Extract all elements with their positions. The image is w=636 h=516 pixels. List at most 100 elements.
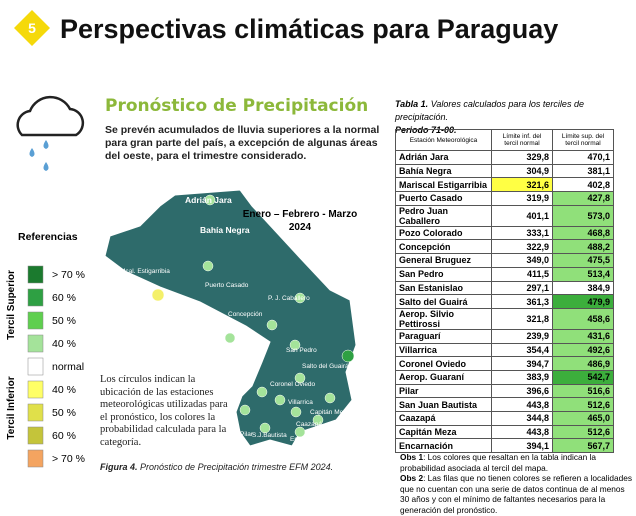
table-row: Villarrica 354,4 492,6: [395, 342, 614, 358]
caption-label: Figura 4.: [100, 462, 138, 472]
station-cell: Pedro Juan Caballero: [395, 204, 492, 227]
upper-cell: 470,1: [552, 150, 614, 165]
map-label: S.J.Bautista: [252, 432, 287, 439]
station-cell: Coronel Oviedo: [395, 356, 492, 371]
map-label: Capitán Meza: [310, 409, 350, 416]
observation-label: Obs 2: [400, 473, 424, 483]
upper-cell: 475,5: [552, 253, 614, 268]
map-label: Caazapá: [296, 421, 322, 428]
table-row: Bahía Negra 304,9 381,1: [395, 163, 614, 179]
map-label: Puerto Casado: [205, 282, 249, 289]
table-row: General Bruguez 349,0 475,5: [395, 253, 614, 268]
lower-cell: 443,8: [491, 397, 553, 412]
upper-cell: 567,7: [552, 438, 614, 454]
observation: Obs 1: Los colores que resaltan en la ta…: [400, 452, 632, 473]
observation-text: : Los colores que resaltan en la tabla i…: [400, 452, 597, 473]
station-cell: Concepción: [395, 239, 492, 255]
lower-cell: 322,9: [491, 239, 553, 255]
lower-cell: 297,1: [491, 280, 553, 296]
map-label: Encarnación: [290, 436, 327, 443]
table-row: Capitán Meza 443,8 512,6: [395, 424, 614, 440]
lower-cell: 333,1: [491, 225, 553, 241]
upper-cell: 542,7: [552, 369, 614, 385]
lower-cell: 344,8: [491, 411, 553, 426]
table-row: Encarnación 394,1 567,7: [395, 438, 614, 454]
legend-label: 60 %: [52, 292, 76, 304]
lower-cell: 394,7: [491, 356, 553, 371]
table-row: Pilar 396,6 516,6: [395, 383, 614, 399]
legend-swatch: [27, 288, 44, 307]
lower-cell: 349,0: [491, 253, 553, 268]
table-row: Adrián Jara 329,8 470,1: [395, 150, 614, 165]
column-header: Estación Meteorológica: [395, 129, 492, 151]
station-cell: Encarnación: [395, 438, 492, 454]
upper-cell: 431,6: [552, 328, 614, 344]
station-cell: Capitán Meza: [395, 424, 492, 440]
legend-title: Referencias: [18, 231, 78, 243]
data-table: Estación Meteorológica Límite inf. del te…: [395, 129, 614, 454]
observation: Obs 2: Las filas que no tienen colores s…: [400, 473, 632, 515]
lower-cell: 383,9: [491, 369, 553, 385]
table-row: Pozo Colorado 333,1 468,8: [395, 225, 614, 241]
lower-cell: 361,3: [491, 294, 553, 309]
station-cell: Puerto Casado: [395, 191, 492, 206]
upper-cell: 573,0: [552, 204, 614, 227]
map-label: San Pedro: [286, 347, 317, 354]
legend-label: 50 %: [52, 315, 76, 327]
map-label: Mcal. Estigarribia: [120, 268, 170, 275]
lower-cell: 321,6: [491, 177, 553, 193]
legend-group: Tercil Superior: [6, 270, 17, 340]
upper-cell: 479,9: [552, 294, 614, 309]
legend-swatch: [27, 426, 44, 445]
observations: Obs 1: Los colores que resaltan en la ta…: [400, 452, 632, 515]
section-number: 5: [28, 20, 36, 36]
table-row: Pedro Juan Caballero 401,1 573,0: [395, 204, 614, 227]
station-cell: Bahía Negra: [395, 163, 492, 179]
legend-swatch: [27, 380, 44, 399]
upper-cell: 512,6: [552, 397, 614, 412]
lower-cell: 396,6: [491, 383, 553, 399]
caption-text: Valores calculados para los terciles de …: [395, 99, 584, 122]
upper-cell: 468,8: [552, 225, 614, 241]
map-label: Pilar: [240, 431, 254, 438]
upper-cell: 486,9: [552, 356, 614, 371]
map-label: Villarrica: [288, 399, 313, 406]
station-cell: Mariscal Estigarribia: [395, 177, 492, 193]
legend-swatch: [27, 265, 44, 284]
station-cell: San Pedro: [395, 266, 492, 282]
upper-cell: 492,6: [552, 342, 614, 358]
lower-cell: 411,5: [491, 266, 553, 282]
legend-swatch: [27, 357, 44, 376]
map-label: Coronel Oviedo: [270, 381, 316, 388]
lower-cell: 329,8: [491, 150, 553, 165]
table-row: San Pedro 411,5 513,4: [395, 266, 614, 282]
map-label: P. J. Caballero: [268, 295, 310, 302]
lower-cell: 319,9: [491, 191, 553, 206]
legend-swatch: [27, 311, 44, 330]
map-period-year: 2024: [289, 222, 312, 233]
lower-cell: 394,1: [491, 438, 553, 454]
legend-swatch: [27, 449, 44, 468]
lower-cell: 239,9: [491, 328, 553, 344]
lower-cell: 304,9: [491, 163, 553, 179]
map-period: Enero – Febrero - Marzo: [243, 209, 357, 220]
legend-group: Tercil Inferior: [6, 376, 17, 439]
upper-cell: 384,9: [552, 280, 614, 296]
upper-cell: 381,1: [552, 163, 614, 179]
station-cell: Aerop. Guaraní: [395, 369, 492, 385]
table-row: Coronel Oviedo 394,7 486,9: [395, 356, 614, 371]
station-cell: Aerop. Silvio Pettirossi: [395, 307, 492, 330]
legend-label: > 70 %: [52, 269, 85, 281]
map-label: Bahía Negra: [200, 225, 250, 235]
station-cell: Pilar: [395, 383, 492, 399]
observation-label: Obs 1: [400, 452, 424, 462]
table-row: Concepción 322,9 488,2: [395, 239, 614, 255]
legend-label: 40 %: [52, 338, 76, 350]
station-cell: Villarrica: [395, 342, 492, 358]
upper-cell: 427,8: [552, 191, 614, 206]
map-label: Concepción: [228, 311, 263, 318]
upper-cell: 516,6: [552, 383, 614, 399]
upper-cell: 402,8: [552, 177, 614, 193]
station-cell: Salto del Guairá: [395, 294, 492, 309]
